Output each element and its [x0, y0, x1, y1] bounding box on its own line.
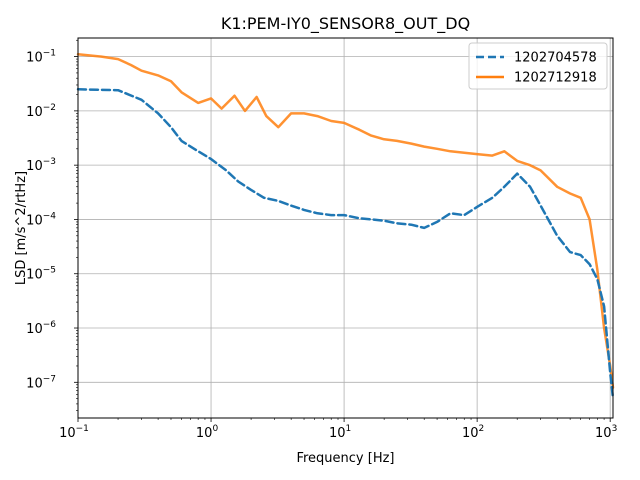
series-line-1: [76, 88, 615, 400]
y-tick-exponent: −1: [43, 49, 56, 59]
series-layer: [76, 53, 615, 400]
y-tick-exponent: −3: [43, 157, 56, 167]
y-tick-exponent: −4: [43, 211, 57, 221]
legend-label-series-1: 1202704578: [514, 51, 597, 66]
x-tick-exponent: 1: [345, 424, 351, 434]
y-tick-exponent: −5: [43, 266, 56, 276]
legend-label-series-2: 1202712918: [514, 71, 597, 86]
legend: 1202704578 1202712918: [468, 42, 608, 90]
chart-title: K1:PEM-IY0_SENSOR8_OUT_DQ: [221, 14, 470, 34]
x-tick-exponent: 2: [479, 424, 485, 434]
x-tick-exponent: −1: [76, 424, 89, 434]
x-tick-exponent: 0: [212, 424, 218, 434]
y-tick-exponent: −2: [43, 103, 56, 113]
y-axis-label: LSD [m/s^2/rtHz]: [14, 171, 29, 285]
y-tick-exponent: −6: [43, 320, 57, 330]
x-tick-exponent: 3: [612, 424, 618, 434]
grid: [77, 38, 613, 418]
x-axis-label: Frequency [Hz]: [296, 451, 394, 466]
series-line-2: [76, 53, 615, 389]
y-tick-exponent: −7: [43, 374, 56, 384]
